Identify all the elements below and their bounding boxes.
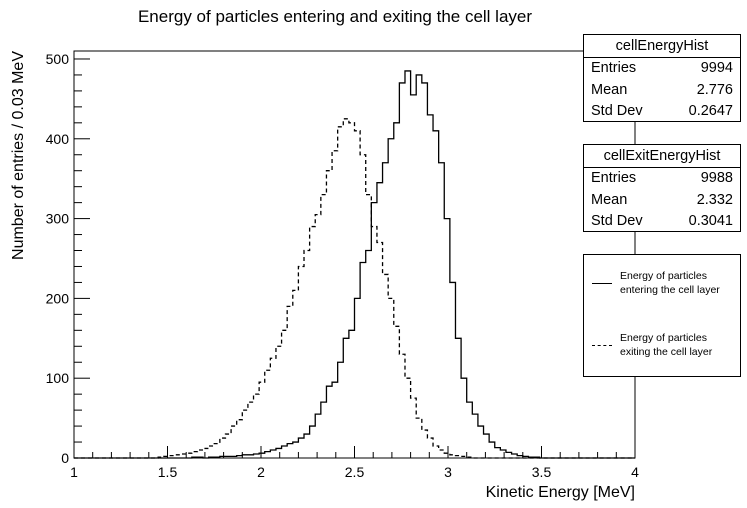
stats-value: 0.2647 — [688, 103, 733, 119]
legend-dashed-line — [592, 344, 612, 346]
stats-label: Std Dev — [591, 103, 643, 119]
stats-value: 2.776 — [696, 81, 733, 98]
stats-box-title: cellEnergyHist — [584, 35, 740, 58]
stats-row-stddev: Std Dev 0.2647 — [584, 101, 740, 123]
stats-row-stddev: Std Dev 0.3041 — [584, 211, 740, 233]
series-exiting-line — [74, 118, 635, 459]
x-tick-label: 1.5 — [158, 464, 178, 480]
series-entering-line — [74, 70, 635, 459]
plot-frame — [73, 50, 636, 459]
y-tick-label: 200 — [46, 290, 70, 306]
stats-value: 9994 — [700, 60, 733, 76]
stats-label: Entries — [591, 170, 637, 186]
x-tick-label: 3 — [444, 464, 452, 480]
stats-value: 2.332 — [696, 191, 733, 208]
stats-box-entering: cellEnergyHist Entries 9994 Mean 2.776 S… — [583, 34, 741, 122]
stats-row-entries: Entries 9994 — [584, 58, 740, 80]
stats-row-entries: Entries 9988 — [584, 168, 740, 190]
stats-value: 9988 — [700, 170, 733, 186]
stats-label: Entries — [591, 60, 637, 76]
y-tick-label: 400 — [46, 131, 70, 147]
stats-box-exiting: cellExitEnergyHist Entries 9988 Mean 2.3… — [583, 144, 741, 232]
legend-solid-line — [592, 282, 612, 284]
x-axis-label: Kinetic Energy [MeV] — [486, 484, 635, 501]
stats-label: Mean — [591, 191, 628, 208]
x-tick-label: 2.5 — [345, 464, 365, 480]
stats-box-title: cellExitEnergyHist — [584, 145, 740, 168]
legend-label: Energy of particles entering the cell lay… — [620, 270, 720, 296]
y-tick-label: 0 — [61, 450, 69, 466]
legend-entry-entering: Energy of particles entering the cell lay… — [592, 269, 736, 297]
stats-label: Std Dev — [591, 213, 643, 229]
x-tick-label: 2 — [257, 464, 265, 480]
legend-label: Energy of particles exiting the cell laye… — [620, 332, 713, 358]
y-tick-label: 100 — [46, 370, 70, 386]
legend: Energy of particles entering the cell lay… — [583, 254, 741, 377]
x-tick-label: 3.5 — [532, 464, 552, 480]
y-tick-label: 300 — [46, 211, 70, 227]
y-tick-label: 500 — [46, 51, 70, 67]
y-axis-label: Number of entries / 0.03 MeV — [10, 51, 27, 260]
x-tick-label: 1 — [70, 464, 78, 480]
stats-label: Mean — [591, 81, 628, 98]
x-tick-label: 4 — [631, 464, 639, 480]
stats-row-mean: Mean 2.776 — [584, 80, 740, 102]
chart-title: Energy of particles entering and exiting… — [138, 7, 532, 26]
stats-value: 0.3041 — [688, 213, 733, 229]
stats-row-mean: Mean 2.332 — [584, 190, 740, 212]
legend-entry-exiting: Energy of particles exiting the cell laye… — [592, 331, 736, 359]
